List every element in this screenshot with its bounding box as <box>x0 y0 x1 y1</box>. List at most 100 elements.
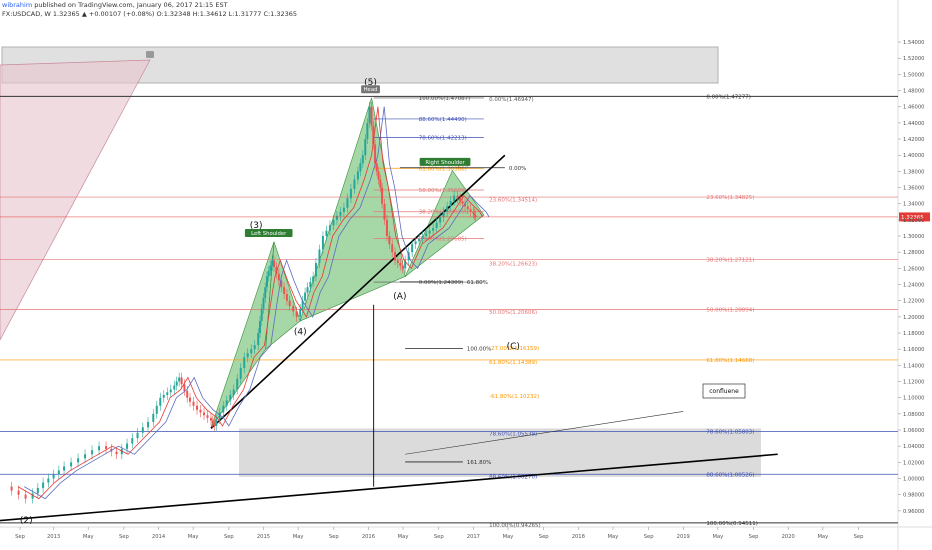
price-tick-label: 1.06000 <box>903 428 924 434</box>
candle-body <box>377 171 380 180</box>
candle-body <box>335 215 338 220</box>
candle-body <box>222 405 225 413</box>
fib-level-label: 0.00%(1.47277) <box>706 94 751 100</box>
price-tick-label: 1.10000 <box>903 396 924 402</box>
candle-body <box>272 260 275 268</box>
candle-body <box>169 389 172 393</box>
candle-body <box>388 236 391 245</box>
price-tick-label: 1.52000 <box>903 56 924 62</box>
price-tick-label: 1.16000 <box>903 347 924 353</box>
candle-body <box>31 493 34 499</box>
candle-body <box>304 292 307 301</box>
fib-ext-label: 78.60%(1.05539) <box>489 432 537 438</box>
candle-body <box>359 163 362 172</box>
time-tick-label: Sep <box>644 534 654 540</box>
candle-body <box>199 409 202 413</box>
time-tick-label: May <box>293 534 304 540</box>
candle-body <box>91 450 94 455</box>
price-tick-label: 1.44000 <box>903 121 924 127</box>
candle-body <box>98 446 101 451</box>
previous-pattern-zone <box>0 59 151 341</box>
candle-body <box>155 405 158 414</box>
price-tick-label: 1.54000 <box>903 40 924 46</box>
time-tick-label: 2013 <box>47 534 60 540</box>
candle-body <box>328 225 331 231</box>
candle-body <box>57 470 60 475</box>
pattern-label: Right Shoulder <box>425 160 465 166</box>
candle-body <box>353 179 356 189</box>
candle-body <box>36 487 39 494</box>
candle-body <box>239 368 242 379</box>
candle-body <box>271 260 274 266</box>
candle-body <box>17 490 20 495</box>
ratio-label: 161.80% <box>467 460 491 466</box>
time-tick-label: May <box>817 534 828 540</box>
candle-body <box>175 381 178 386</box>
candle-body <box>446 206 449 212</box>
time-tick-label: Sep <box>15 534 25 540</box>
time-tick-label: 2019 <box>677 534 690 540</box>
candle-body <box>215 419 218 426</box>
price-tick-label: 1.04000 <box>903 444 924 450</box>
pattern-marker <box>146 51 154 58</box>
candle-body <box>52 474 55 479</box>
candle-body <box>162 394 165 398</box>
candle-body <box>375 163 378 172</box>
long-term-trendline <box>0 453 778 522</box>
candle-body <box>183 384 186 391</box>
time-tick-label: May <box>83 534 94 540</box>
candle-body <box>131 438 134 444</box>
candle-body <box>206 415 209 418</box>
fib-label-left: 88.60%(1.44490) <box>419 117 467 123</box>
candle-body <box>472 211 475 214</box>
candle-body <box>461 201 464 204</box>
price-tick-label: 1.40000 <box>903 153 924 159</box>
price-tick-label: 1.36000 <box>903 186 924 192</box>
fib-label-left: 78.60%(1.42213) <box>419 135 467 141</box>
fib-ext-label: 100.00%(0.94265) <box>489 523 541 529</box>
candle-body <box>147 421 150 428</box>
candle-body <box>432 227 435 231</box>
candle-body <box>428 230 431 234</box>
time-tick-label: Sep <box>749 534 759 540</box>
candle-body <box>229 394 232 401</box>
time-tick-label: Sep <box>119 534 129 540</box>
fib-label-left: 0.00%(1.24309) <box>419 280 464 286</box>
uptrend-line <box>210 154 506 429</box>
quote-line: FX:USDCAD, W 1.32365 ▲ +0.00107 (+0.08%)… <box>2 10 298 18</box>
candle-body <box>213 423 216 426</box>
last-price-tag <box>899 212 930 222</box>
candle-body <box>166 392 169 395</box>
candle-body <box>105 446 108 449</box>
candle-body <box>115 451 118 455</box>
candle-body <box>411 244 414 253</box>
candle-body <box>314 262 317 277</box>
candle-body <box>312 276 315 282</box>
time-tick-label: 2015 <box>257 534 270 540</box>
price-tick-label: 1.42000 <box>903 137 924 143</box>
candle-body <box>288 300 291 307</box>
price-tick-label: 1.18000 <box>903 331 924 337</box>
candle-body <box>299 308 302 317</box>
ratio-label: 100.00% <box>467 346 491 352</box>
pattern-label: Head <box>364 87 378 93</box>
fib-level-label: 38.20%(1.27121) <box>706 257 754 263</box>
fib-level-label: 78.60%(1.05803) <box>706 430 754 436</box>
pattern-label-box <box>361 85 380 94</box>
candle-body <box>260 308 263 321</box>
price-tick-label: 1.20000 <box>903 315 924 321</box>
time-tick-label: Sep <box>854 534 864 540</box>
candle-body <box>456 195 459 199</box>
time-tick-label: Sep <box>224 534 234 540</box>
fib-label-left: 61.80%(1.38386) <box>419 166 467 172</box>
author-name[interactable]: wibrahim <box>2 1 33 9</box>
candle-body <box>186 390 189 398</box>
price-tick-label: 1.34000 <box>903 202 924 208</box>
pattern-label: Left Shoulder <box>251 231 287 237</box>
ratio-label: 0.00% <box>509 166 526 172</box>
wave-label: (5) <box>364 78 377 88</box>
candle-body <box>356 171 359 180</box>
candle-body <box>136 432 139 439</box>
candle-body <box>77 458 80 463</box>
